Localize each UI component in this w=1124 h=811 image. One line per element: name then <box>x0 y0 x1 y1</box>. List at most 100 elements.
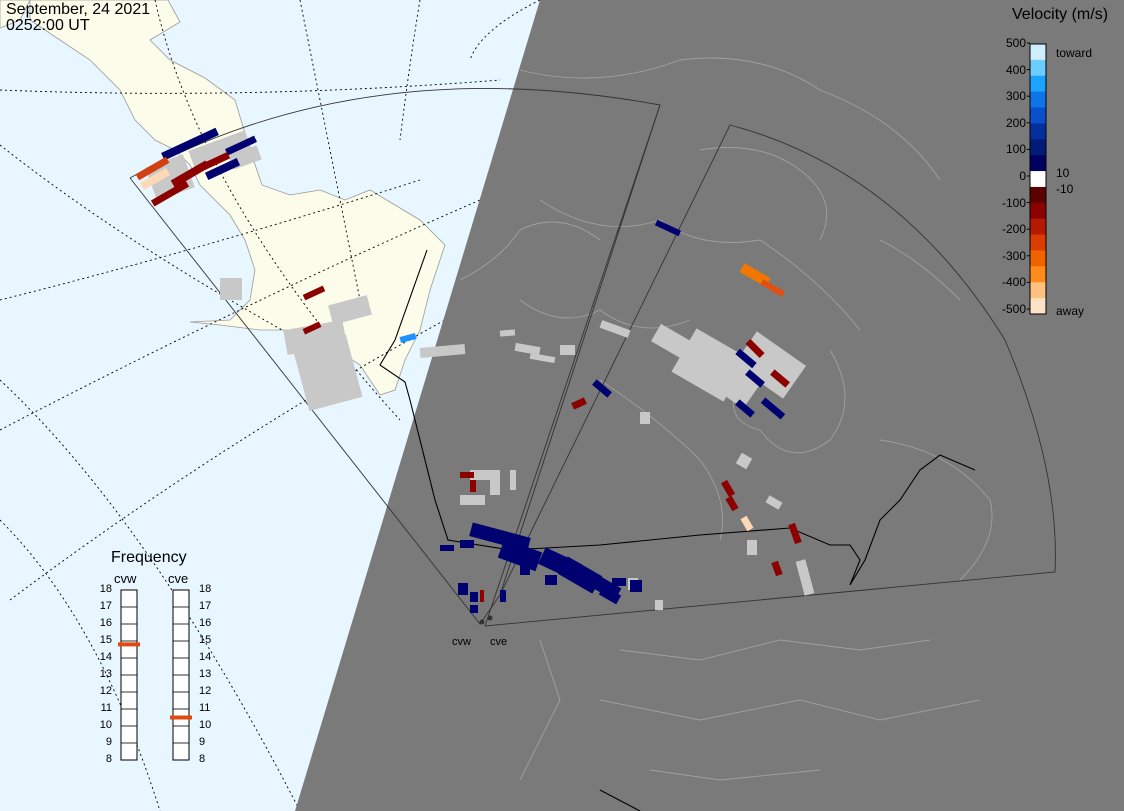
frequency-tick: 17 <box>99 600 112 612</box>
echo-cell <box>765 495 783 510</box>
scale-color-bin <box>1030 59 1046 77</box>
frequency-tick: 9 <box>199 736 206 748</box>
echo-cell <box>399 333 417 343</box>
ground-scatter-layer <box>145 130 815 610</box>
plot-date: September, 24 2021 <box>6 1 151 18</box>
frequency-indicators <box>118 589 192 761</box>
echo-cell <box>745 369 765 388</box>
echo-cell <box>225 135 257 156</box>
echo-cell <box>199 151 231 172</box>
frequency-tick: 12 <box>199 685 212 697</box>
echo-cell <box>470 470 490 480</box>
echo-cell <box>520 565 530 575</box>
frequency-title: Frequency <box>111 549 187 566</box>
echo-cell <box>470 480 476 492</box>
radar-label-cve: cve <box>490 636 508 648</box>
inner-tick-negative: -10 <box>1056 182 1074 196</box>
echo-cell <box>725 495 739 512</box>
frequency-tick: 10 <box>199 719 212 731</box>
echo-cell <box>654 219 682 237</box>
echo-cell <box>788 522 802 545</box>
velocity-echo-layer <box>135 127 802 613</box>
frequency-tick: 8 <box>105 753 112 765</box>
inner-tick-positive: 10 <box>1056 166 1070 180</box>
scale-color-bin <box>1030 298 1046 315</box>
scale-color-bin <box>1030 139 1046 156</box>
echo-cell <box>490 470 500 495</box>
echo-cell <box>161 127 219 161</box>
frequency-tick: 13 <box>199 668 212 680</box>
scale-color-bin <box>1030 75 1046 93</box>
echo-cell <box>640 412 650 424</box>
echo-cell <box>460 495 485 505</box>
echo-cell <box>630 580 642 592</box>
scale-color-bin <box>1030 282 1046 299</box>
echo-cell <box>760 397 786 420</box>
night-side <box>295 0 1124 811</box>
echo-cell <box>458 583 468 595</box>
echo-cell <box>480 590 484 602</box>
velocity-color-scale <box>1027 42 1047 315</box>
echo-cell <box>302 321 322 335</box>
echo-cell <box>770 369 790 388</box>
echo-cell <box>735 348 757 369</box>
echo-cell <box>760 279 785 297</box>
frequency-tick: 16 <box>199 617 212 629</box>
echo-cell <box>510 470 516 490</box>
frequency-tick: 14 <box>199 651 212 663</box>
frequency-tick: 14 <box>99 651 112 663</box>
echo-cell <box>204 157 241 181</box>
night-coastlines <box>459 57 993 781</box>
scale-color-bin <box>1030 44 1046 61</box>
echo-cell <box>170 160 210 188</box>
radar-site-cve <box>487 615 493 621</box>
scale-color-bin <box>1030 234 1046 251</box>
echo-cell <box>735 452 753 470</box>
radar-fov <box>129 88 1056 627</box>
velocity-tick: -400 <box>1001 275 1026 290</box>
frequency-radar-cve: cve <box>168 571 189 586</box>
velocity-tick: -100 <box>1001 195 1026 210</box>
echo-cell <box>745 338 765 359</box>
frequency-tick: 18 <box>99 583 112 595</box>
frequency-tick: 15 <box>99 634 112 646</box>
frequency-tick: 10 <box>99 719 112 731</box>
echo-cell <box>460 472 474 478</box>
echo-cell <box>328 295 372 325</box>
frequency-tick: 15 <box>199 634 212 646</box>
echo-cell <box>560 345 575 355</box>
echo-cell <box>497 538 543 572</box>
frequency-marker-cvw <box>118 642 140 647</box>
echo-cell <box>135 156 170 181</box>
echo-cell <box>612 578 626 586</box>
radar-site-cvw <box>479 619 485 625</box>
echo-cell <box>598 585 622 605</box>
away-label: away <box>1056 304 1085 318</box>
scale-color-bin <box>1030 186 1046 204</box>
frequency-radar-cvw: cvw <box>114 571 137 586</box>
scale-color-bin <box>1030 202 1046 220</box>
frequency-tick: 17 <box>199 600 212 612</box>
frequency-tick: 16 <box>99 617 112 629</box>
echo-cell <box>529 352 556 364</box>
frequency-tick: 18 <box>199 583 212 595</box>
echo-cell <box>599 320 631 338</box>
frequency-tick: 13 <box>99 668 112 680</box>
russia-land <box>0 0 31 29</box>
frequency-tick: 11 <box>199 702 211 714</box>
frequency-tick: 11 <box>100 702 112 714</box>
scale-frame <box>1029 43 1047 315</box>
echo-cell <box>514 342 541 356</box>
echo-cell <box>302 285 326 301</box>
echo-cell <box>740 515 754 532</box>
frequency-tick: 12 <box>99 685 112 697</box>
scale-color-bin <box>1030 107 1046 124</box>
velocity-tick: 100 <box>1005 142 1026 157</box>
velocity-tick: 400 <box>1005 62 1026 77</box>
velocity-tick: -300 <box>1001 248 1026 263</box>
velocity-scale-title: Velocity (m/s) <box>1012 6 1109 23</box>
scale-color-bin <box>1030 266 1046 283</box>
scale-color-bin <box>1030 250 1046 267</box>
echo-cell <box>571 397 587 410</box>
